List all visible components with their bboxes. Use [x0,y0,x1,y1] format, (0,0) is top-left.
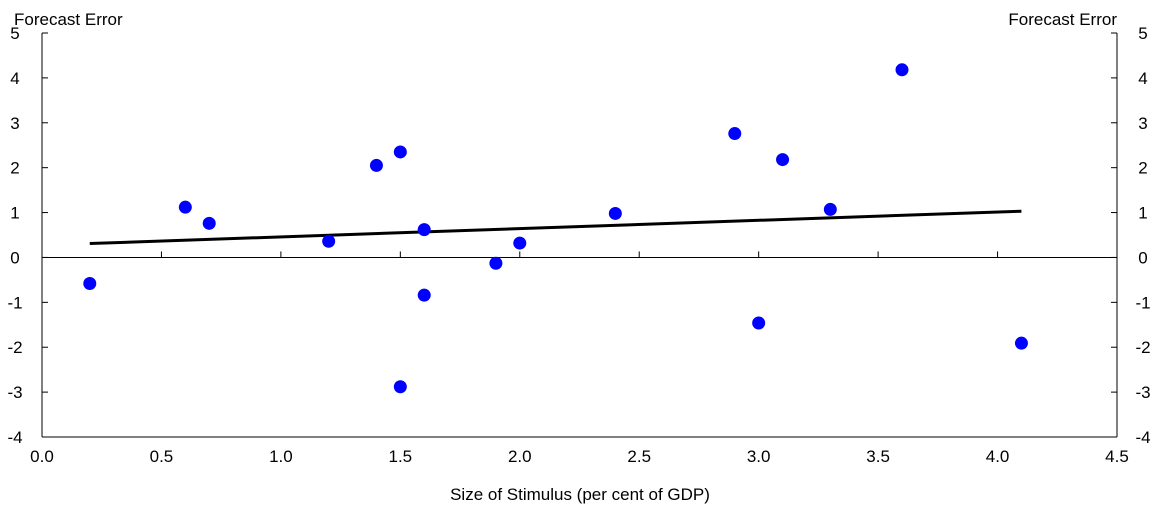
y-tick-label-right: 1 [1138,204,1147,223]
x-tick-label: 3.5 [866,447,890,466]
y-tick-label-right: 0 [1138,248,1147,267]
y-tick-label-right: 3 [1138,114,1147,133]
data-point [1014,336,1028,350]
y-tick-label-right: -1 [1135,293,1150,312]
y-tick-label-left: -3 [7,383,22,402]
y-tick-label-left: 2 [10,159,19,178]
data-point [83,276,97,290]
y-tick-label-right: 5 [1138,24,1147,43]
y-tick-label-left: -1 [7,293,22,312]
data-point [178,200,192,214]
x-axis-title: Size of Stimulus (per cent of GDP) [450,485,710,504]
data-point [369,158,383,172]
y-tick-label-right: 2 [1138,159,1147,178]
x-tick-label: 4.5 [1105,447,1129,466]
data-point [417,223,431,237]
x-tick-label: 1.5 [389,447,413,466]
chart-frame [41,33,1118,438]
data-point [823,202,837,216]
x-tick-label: 2.5 [627,447,651,466]
trendline-layer [89,209,1022,246]
x-axis: 0.0 0.5 1.0 1.5 2.0 2.5 3.0 3.5 4.0 4.5 [30,251,1129,466]
trendline [89,209,1022,246]
y-tick-label-left: -4 [7,428,22,447]
data-point [393,145,407,159]
y-tick-label-left: -2 [7,338,22,357]
y-tick-label-right: -2 [1135,338,1150,357]
data-point [202,216,216,230]
x-tick-label: 1.0 [269,447,293,466]
data-point [752,316,766,330]
data-point [513,236,527,250]
x-tick-label: 2.0 [508,447,532,466]
right-y-axis: -4 -3 -2 -1 0 1 2 3 4 5 [1111,24,1151,447]
data-point [608,206,622,220]
y-tick-label-right: 4 [1138,69,1147,88]
y-tick-label-left: 0 [10,248,19,267]
y-tick-label-right: -4 [1135,428,1150,447]
data-point [322,234,336,248]
data-point [489,256,503,270]
left-y-axis-title: Forecast Error [14,10,123,29]
y-tick-label-left: 1 [10,204,19,223]
data-point [895,63,909,77]
right-y-axis-title: Forecast Error [1008,10,1117,29]
y-tick-label-left: 5 [10,24,19,43]
data-point [728,127,742,141]
y-tick-label-right: -3 [1135,383,1150,402]
x-tick-label: 4.0 [986,447,1010,466]
x-tick-label: 0.5 [150,447,174,466]
data-point [776,153,790,167]
data-point [417,288,431,302]
y-tick-label-left: 3 [10,114,19,133]
data-point [393,380,407,394]
y-tick-label-left: 4 [10,69,19,88]
x-tick-label: 3.0 [747,447,771,466]
left-y-axis: -4 -3 -2 -1 0 1 2 3 4 5 [7,24,48,447]
x-tick-label: 0.0 [30,447,54,466]
data-points [83,63,1028,394]
